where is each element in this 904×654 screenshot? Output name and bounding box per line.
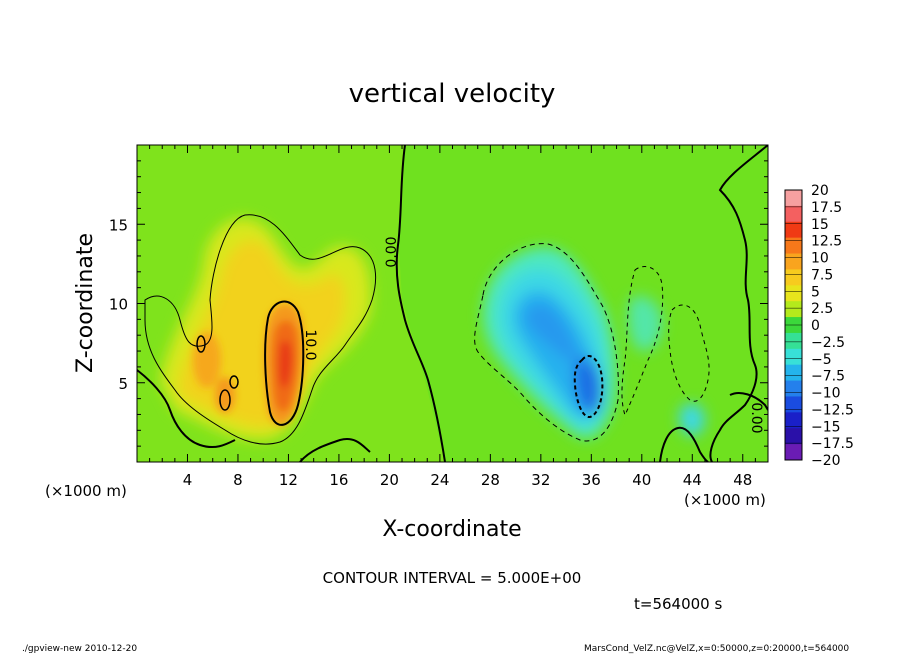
colorbar-swatch <box>785 444 802 461</box>
x-tick-label: 32 <box>531 471 550 489</box>
contour-minus5 <box>474 243 619 442</box>
x-tick-label: 24 <box>430 471 449 489</box>
x-tick-label: 36 <box>582 471 601 489</box>
colorbar-swatch <box>785 348 802 366</box>
contour-minus5-far <box>668 304 710 402</box>
colorbar-label: 10 <box>811 251 829 267</box>
colorbar-label: −7.5 <box>811 369 845 385</box>
contour-plus10 <box>264 300 305 426</box>
time-label: t=564000 s <box>634 595 722 613</box>
x-tick-label: 8 <box>233 471 243 489</box>
x-tick-label: 44 <box>683 471 702 489</box>
downdraft-region <box>483 247 705 439</box>
colorbar-label: 7.5 <box>811 267 833 283</box>
x-tick-label: 28 <box>481 471 500 489</box>
contour-minus10 <box>573 355 604 418</box>
y-axis-label: Z-coordinate <box>73 233 98 373</box>
updraft-core-region <box>193 303 304 425</box>
colorbar-label: 2.5 <box>811 301 833 317</box>
contour-lines <box>137 145 768 462</box>
zero-contour-bottom <box>299 438 371 462</box>
x-tick-label: 16 <box>329 471 348 489</box>
contour-minus5-east <box>621 266 664 417</box>
contour-plus10-south <box>219 389 231 411</box>
x-axis-label: X-coordinate <box>382 517 521 542</box>
zero-contour-corner <box>729 392 768 411</box>
x-tick-label: 48 <box>733 471 752 489</box>
contour-label-zero-middle: 0.00 <box>384 236 400 267</box>
zero-contour-middle <box>395 145 446 462</box>
colorbar-label: 12.5 <box>811 234 842 250</box>
colorbar-swatch <box>785 205 802 223</box>
colorbar-label: −10 <box>811 386 841 402</box>
colorbar-label: −2.5 <box>811 335 845 351</box>
x-axis: 4 8 12 16 20 24 28 32 36 40 44 48 <box>149 145 756 489</box>
footer-right: MarsCond_VelZ.nc@VelZ,x=0:50000,z=0:2000… <box>584 644 849 654</box>
contour-label-ten: 10.0 <box>302 329 318 360</box>
colorbar-swatch <box>785 237 802 255</box>
colorbar-label: −17.5 <box>811 436 854 452</box>
y-tick-label: 5 <box>118 375 128 393</box>
colorbar-swatch <box>785 428 802 445</box>
colorbar-label: 20 <box>811 183 829 199</box>
colorbar-swatch <box>785 301 802 318</box>
colorbar-swatch <box>785 412 802 429</box>
colorbar-swatch <box>785 396 802 413</box>
colorbar-swatch <box>785 221 802 239</box>
colorbar-swatch <box>785 190 802 207</box>
zero-contour-left <box>137 369 236 449</box>
colorbar: 2017.51512.5107.552.50−2.5−5−7.5−10−12.5… <box>784 183 854 469</box>
zero-contour-loop-east <box>659 426 709 462</box>
x-tick-label: 4 <box>183 471 193 489</box>
colorbar-swatch <box>785 332 802 350</box>
y-tick-label: 10 <box>109 296 128 314</box>
x-tick-label: 40 <box>632 471 651 489</box>
colorbar-label: −12.5 <box>811 402 854 418</box>
colorbar-label: −5 <box>811 352 832 368</box>
x-unit-right: (×1000 m) <box>684 491 766 509</box>
colorbar-swatch <box>785 269 802 286</box>
contour-plus5 <box>144 214 377 445</box>
colorbar-swatch <box>785 364 802 382</box>
x-tick-label: 12 <box>279 471 298 489</box>
colorbar-label: 15 <box>811 217 829 233</box>
colorbar-label: 0 <box>811 318 820 334</box>
contour-plus10-small <box>229 375 239 389</box>
colorbar-label: 17.5 <box>811 200 842 216</box>
footer-left: ./gpview-new 2010-12-20 <box>22 644 137 654</box>
colorbar-label: 5 <box>811 284 820 300</box>
x-unit-left: (×1000 m) <box>45 482 127 500</box>
chart-title: vertical velocity <box>349 79 556 109</box>
contour-label-zero-right: 0.00 <box>748 402 764 433</box>
colorbar-label: −20 <box>811 453 841 469</box>
colorbar-swatch <box>785 285 802 302</box>
zero-contour-right <box>709 145 768 462</box>
contour-plus10-west <box>196 335 206 353</box>
x-tick-label: 20 <box>380 471 399 489</box>
colorbar-label: −15 <box>811 419 841 435</box>
contour-interval: CONTOUR INTERVAL = 5.000E+00 <box>323 569 582 587</box>
colorbar-swatch <box>785 380 802 397</box>
colorbar-swatch <box>785 253 802 270</box>
plot-area <box>137 145 768 462</box>
y-axis: 5 10 15 <box>109 160 768 447</box>
y-tick-label: 15 <box>109 216 128 234</box>
